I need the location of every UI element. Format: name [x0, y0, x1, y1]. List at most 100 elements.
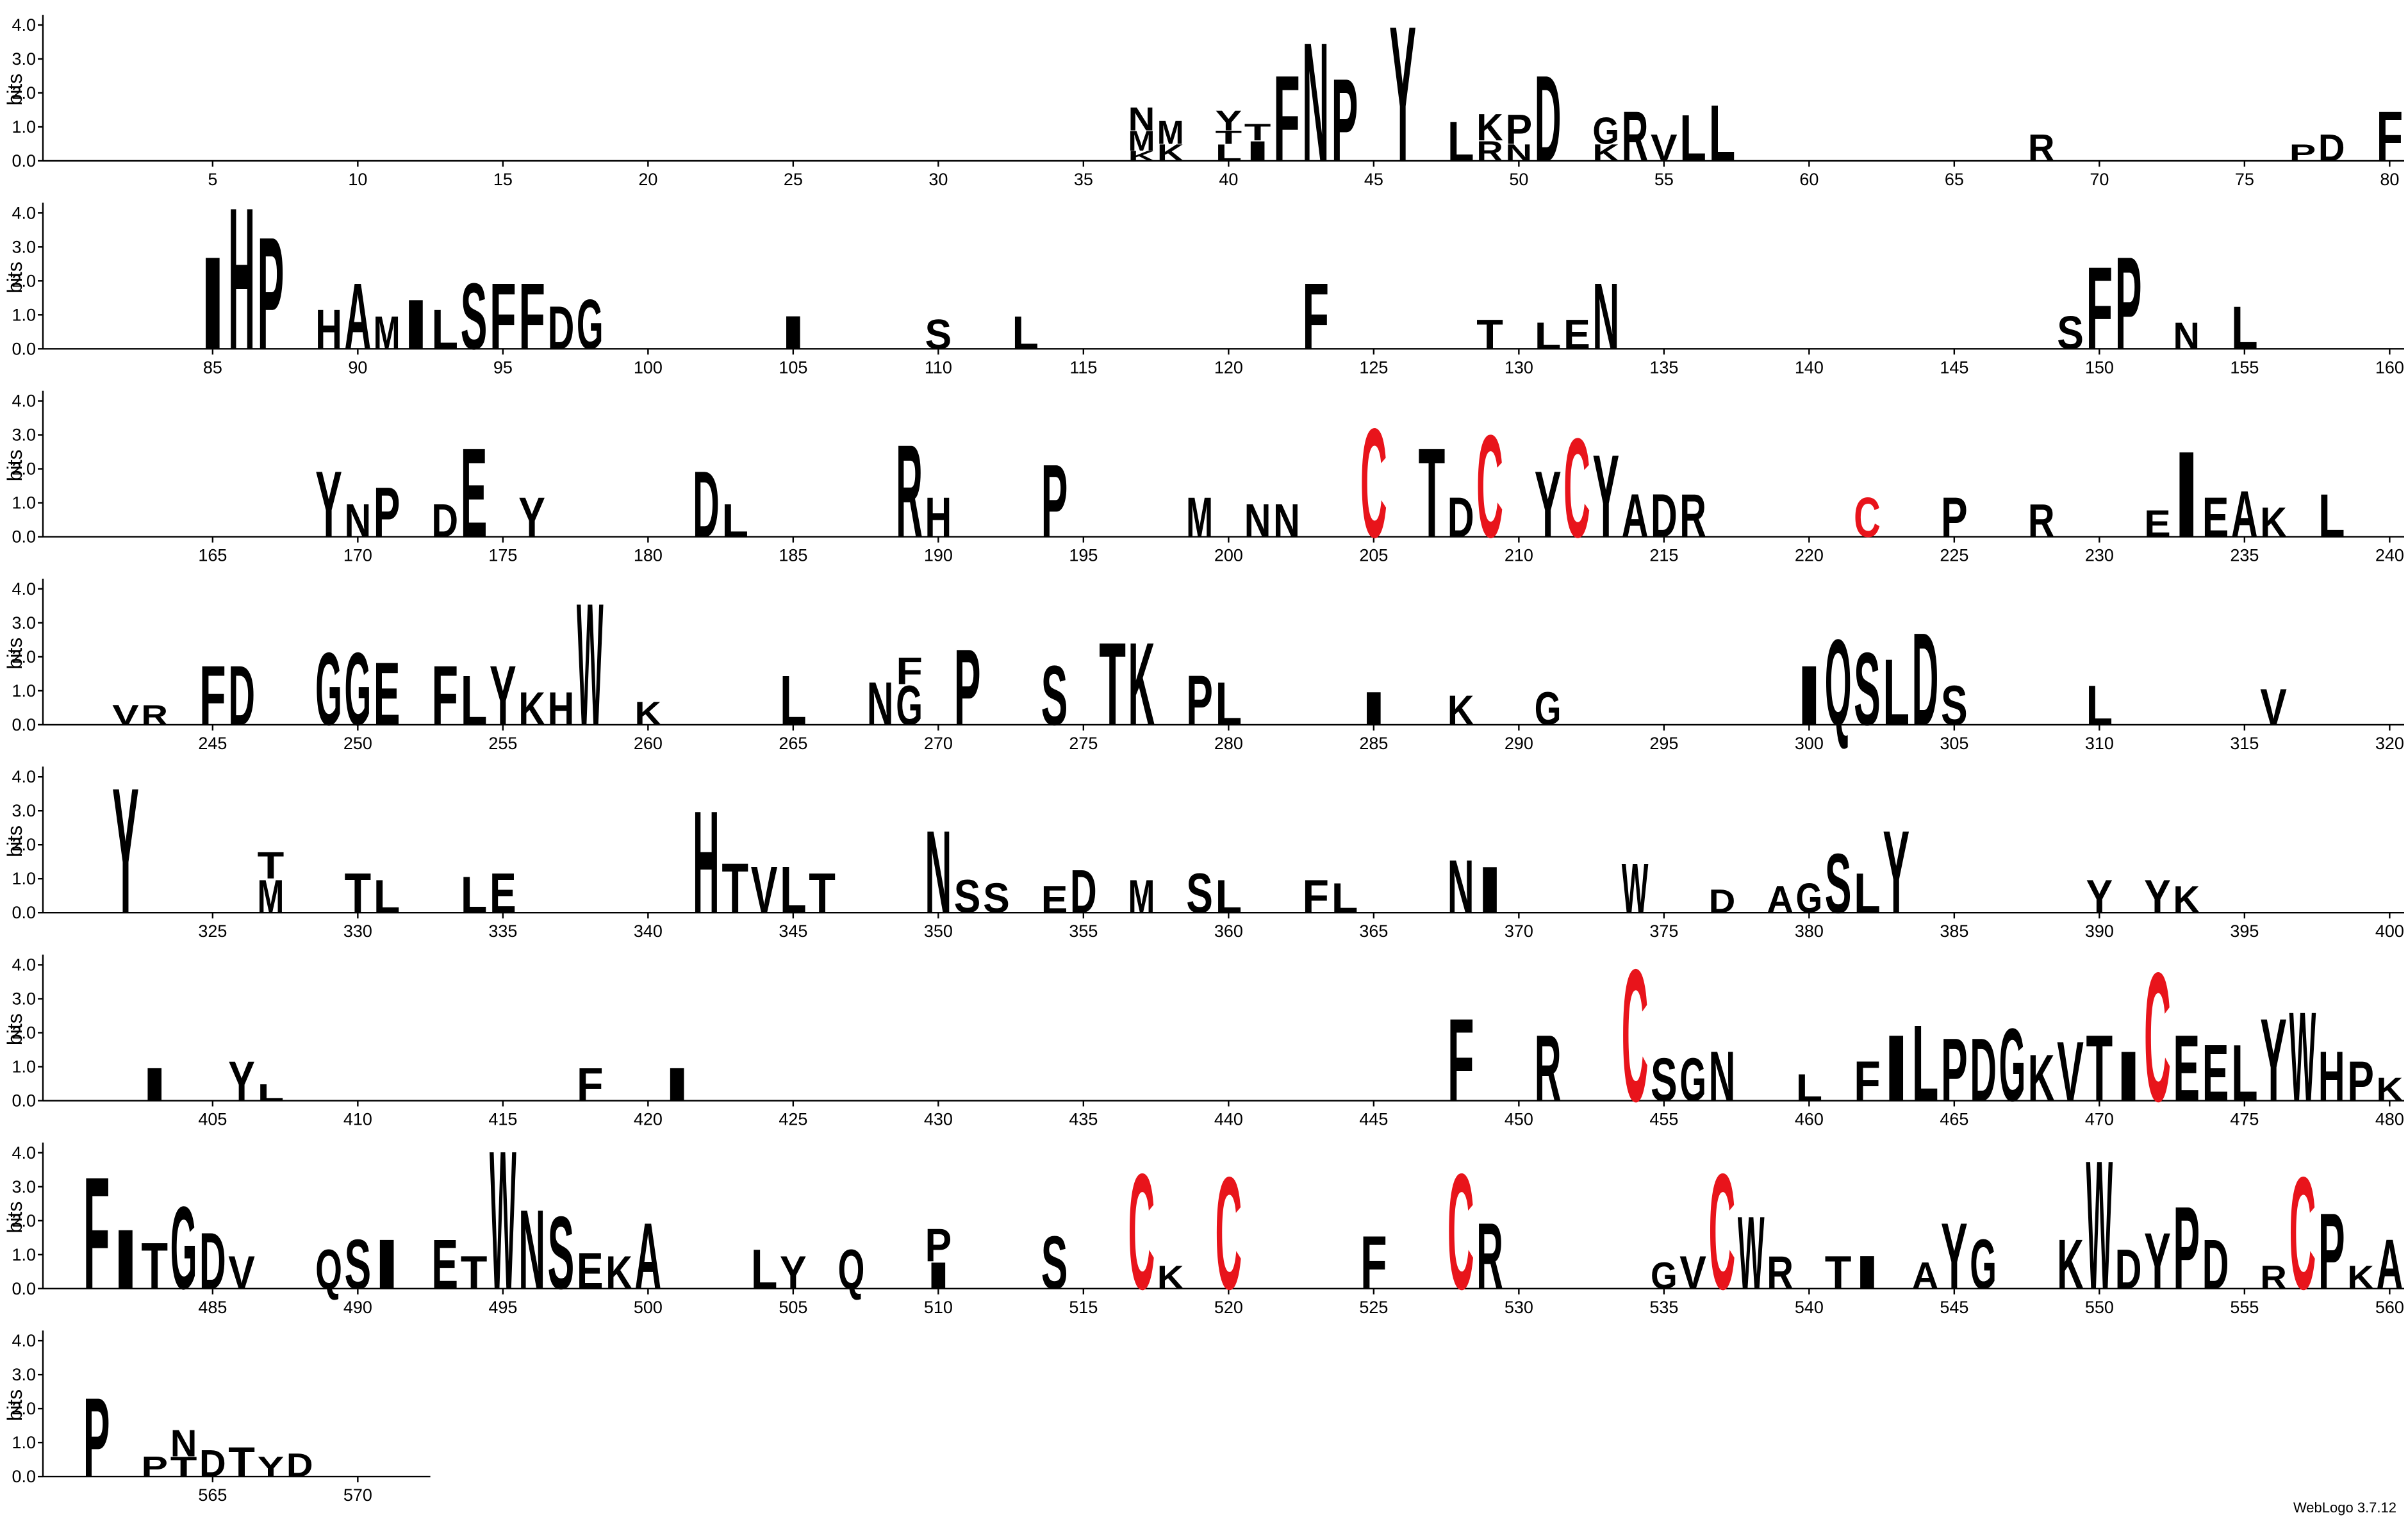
logo-letter: K [2173, 879, 2200, 921]
logo-letter: K [1592, 140, 1619, 166]
x-tick-label: 245 [198, 734, 227, 753]
logo-letter: L [1796, 1067, 1823, 1109]
logo-letter: E [2202, 486, 2229, 549]
logo-letter: C [1854, 486, 1881, 549]
x-tick-label: 500 [634, 1298, 663, 1317]
logo-letter: P [2289, 140, 2316, 166]
logo-letter: P [258, 203, 285, 383]
logo-letter: G [1535, 682, 1562, 735]
logo-letter: F [199, 649, 226, 743]
logo-letter: L [1679, 102, 1706, 176]
y-axis-label: bits [3, 638, 26, 670]
logo-letter: R [2028, 494, 2055, 547]
x-tick-label: 125 [1359, 358, 1388, 377]
logo-letter: F [1447, 995, 1474, 1126]
logo-letter: F [518, 264, 545, 369]
x-tick-label: 185 [779, 546, 807, 565]
logo-letter: D [2202, 1225, 2229, 1304]
logo-letter: D [286, 1447, 313, 1484]
x-tick-label: 45 [1364, 170, 1383, 189]
logo-letter: R [1622, 97, 1649, 176]
logo-letter: K [1447, 686, 1474, 734]
x-tick-label: 375 [1649, 922, 1678, 941]
x-tick-label: 465 [1940, 1110, 1968, 1129]
logo-letter: I [112, 1212, 139, 1307]
x-tick-label: 265 [779, 734, 807, 753]
x-tick-label: 170 [343, 546, 372, 565]
x-tick-label: 75 [2235, 170, 2254, 189]
logo-letter: Y [112, 751, 139, 952]
x-tick-label: 220 [1795, 546, 1824, 565]
logo-letter: N [867, 670, 894, 738]
logo-letter: E [1563, 311, 1590, 358]
logo-letter: N [1302, 7, 1329, 197]
y-tick-label: 3.0 [12, 1177, 36, 1196]
y-tick-label: 2.0 [12, 271, 36, 290]
logo-letter: Y [780, 1246, 807, 1299]
x-tick-label: 280 [1214, 734, 1243, 753]
logo-letter: V [112, 699, 139, 731]
logo-letter: N [1506, 140, 1533, 166]
x-tick-label: 495 [488, 1298, 517, 1317]
x-tick-label: 140 [1795, 358, 1824, 377]
logo-letter: L [1912, 1004, 1939, 1125]
y-axis-label: bits [3, 825, 26, 857]
x-tick-label: 35 [1074, 170, 1093, 189]
logo-letter: L [2231, 294, 2258, 362]
logo-letter: Y [2086, 870, 2113, 923]
x-tick-label: 80 [2380, 170, 2399, 189]
logo-letter: Y [1535, 452, 1562, 558]
x-tick-label: 165 [198, 546, 227, 565]
logo-letter: M [258, 870, 285, 923]
logo-letter: D [693, 452, 720, 558]
logo-letter: L [1854, 863, 1881, 925]
y-tick-label: 4.0 [12, 579, 36, 599]
y-tick-label: 4.0 [12, 15, 36, 35]
x-tick-label: 295 [1649, 734, 1678, 753]
logo-letter: G [1651, 1255, 1678, 1297]
x-tick-label: 320 [2375, 734, 2404, 753]
x-tick-label: 385 [1940, 922, 1968, 941]
logo-letter: Y [490, 649, 516, 743]
logo-letter: R [1476, 135, 1503, 167]
logo-letter: M [1128, 125, 1155, 156]
logo-letter: D [228, 649, 255, 743]
logo-letter: H [925, 486, 952, 549]
logo-letter: V [1679, 1246, 1706, 1299]
logo-letter: P [83, 1375, 110, 1501]
logo-letter: K [2260, 499, 2287, 546]
logo-letter: E [374, 644, 400, 744]
x-tick-label: 345 [779, 922, 807, 941]
logo-letter: G [1999, 1007, 2026, 1123]
logo-letter: R [141, 699, 168, 731]
x-tick-label: 25 [784, 170, 803, 189]
logo-letter: T [141, 1230, 168, 1303]
logo-letter: P [2347, 1050, 2374, 1113]
y-tick-label: 2.0 [12, 1023, 36, 1043]
x-tick-label: 175 [488, 546, 517, 565]
x-tick-label: 405 [198, 1110, 227, 1129]
logo-letter: R [2028, 128, 2055, 169]
credit: WebLogo 3.7.12 [2293, 1500, 2396, 1516]
x-tick-label: 310 [2085, 734, 2114, 753]
y-axis-label: bits [3, 1202, 26, 1234]
logo-letter: I [141, 1058, 168, 1111]
y-tick-label: 2.0 [12, 1211, 36, 1230]
logo-letter: N [2173, 315, 2200, 357]
logo-letter: L [1332, 875, 1358, 922]
logo-letter: K [606, 1246, 632, 1299]
logo-letter: L [2318, 482, 2345, 550]
logo-letter: S [1651, 1046, 1678, 1114]
logo-letter: Y [258, 1451, 285, 1482]
logo-letter: C [1128, 1139, 1155, 1324]
logo-letter: E [2144, 503, 2171, 545]
logo-letter: K [1157, 1259, 1184, 1296]
logo-letter: N [1709, 1038, 1736, 1116]
logo-letter: G [577, 286, 604, 365]
logo-letter: G [315, 631, 342, 747]
logo-letter: D [1709, 884, 1736, 920]
x-tick-label: 300 [1795, 734, 1824, 753]
logo-letter: W [1738, 1195, 1765, 1311]
logo-letter: R [1767, 1246, 1794, 1299]
